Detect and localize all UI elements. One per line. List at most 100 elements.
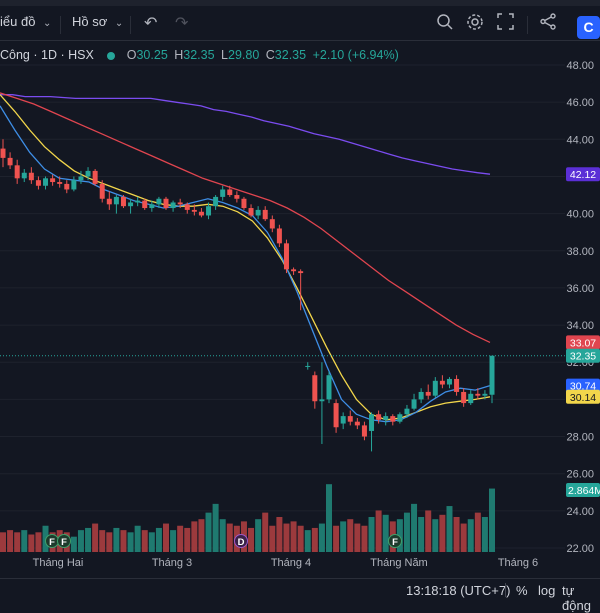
candle-body [14,165,20,179]
candle-body [376,414,382,420]
volume-bar [226,523,233,552]
event-marker-label: F [61,537,67,548]
log-toggle[interactable]: log [538,583,556,598]
price-tick-label: 28.00 [566,432,594,444]
candle-body [220,189,226,197]
candle-body [21,172,27,179]
volume-bar [489,488,495,552]
settings-gear-icon[interactable] [466,13,484,36]
volume-bar [354,523,361,552]
candle-body [468,393,474,404]
volume-bar [14,532,21,552]
candle-body [354,421,360,426]
percent-toggle[interactable]: % [516,583,528,598]
candle-body [57,182,63,184]
candle-body [397,414,403,422]
candle-body [78,176,84,181]
candle-body [120,196,126,207]
statusbar-divider [505,583,506,597]
price-tick-label: 22.00 [566,543,594,555]
time-tick-label: Tháng Hai [33,557,84,569]
price-tick-label: 36.00 [566,283,594,295]
zoom-search-icon[interactable] [436,13,454,36]
candle-body [446,378,452,385]
share-icon[interactable] [540,13,557,35]
clock-time[interactable]: 13:18:18 (UTC+7) [406,583,511,598]
candle-body [248,208,254,216]
candle-body [241,198,247,209]
volume-bar [77,530,84,552]
candle-body [291,269,297,272]
volume-bar [219,519,226,552]
volume-bar [425,510,432,552]
candle-body [99,183,105,199]
candle-body [135,200,141,203]
candle-body [213,196,219,207]
volume-bar [205,512,212,552]
candle-body [361,425,367,437]
high-value: 32.35 [183,48,215,62]
volume-bar [411,503,418,552]
volume-bar [418,517,425,552]
price-label-box [566,378,600,393]
market-status-icon [107,51,116,60]
price-tick-label: 24.00 [566,506,594,518]
volume-bar [318,523,325,552]
price-chart[interactable]: 48.0046.0044.0042.0040.0038.0036.0034.00… [0,40,600,578]
candle-body [489,355,495,395]
volume-bar [368,517,375,552]
low-key: L [221,48,228,62]
brand-logo-icon[interactable]: C [577,16,600,39]
ma-line-red [0,92,491,343]
candle-body [312,375,318,402]
candle-body [50,178,56,183]
candle-body [234,195,240,199]
candle-body [106,198,112,205]
volume-bar [481,517,488,552]
candle-body [227,189,233,196]
event-marker[interactable] [234,534,248,548]
volume-bar [467,519,474,552]
candle-body [411,399,417,409]
volume-bar [340,521,347,552]
volume-bar [191,521,198,552]
candle-body [475,393,481,396]
volume-bar [141,530,148,552]
fullscreen-icon[interactable] [497,13,514,35]
redo-icon[interactable]: ↷ [175,15,189,32]
time-tick-label: Tháng 6 [498,557,538,569]
event-marker[interactable] [57,534,71,548]
volume-bar [255,519,262,552]
volume-bar [28,534,35,552]
undo-icon[interactable]: ↶ [144,15,158,32]
candle-body [113,196,119,205]
event-marker[interactable] [388,534,402,548]
volume-bar [92,523,99,552]
volume-bar [262,512,269,552]
price-label-text: 32.35 [570,351,596,363]
volume-bar [198,519,205,552]
auto-toggle[interactable]: tự động [562,583,591,613]
ma-line-purple [0,94,491,175]
top-toolbar: iểu đồ ⌄ Hồ sơ ⌄ ↶ ↷ C [0,6,600,41]
candle-body [64,183,70,190]
symbol-title[interactable]: Công · 1D · HSX [0,48,94,62]
volume-bar [148,532,155,552]
candle-body [43,178,49,186]
candle-body [283,243,289,270]
volume-bar [70,536,77,552]
volume-bar [177,525,184,552]
profile-menu[interactable]: Hồ sơ ⌄ [72,14,123,29]
chart-menu[interactable]: iểu đồ ⌄ [0,14,51,29]
candle-body [269,219,275,229]
candle-body [276,228,282,244]
volume-bar [99,530,106,552]
chart-menu-label: iểu đồ [0,14,36,29]
volume-bar [297,525,304,552]
volume-bar [396,519,403,552]
volume-bar [304,530,311,552]
price-tick-label: 44.00 [566,134,594,146]
price-label-text: 33.07 [570,337,596,349]
volume-bar [120,530,127,552]
open-key: O [126,48,137,62]
